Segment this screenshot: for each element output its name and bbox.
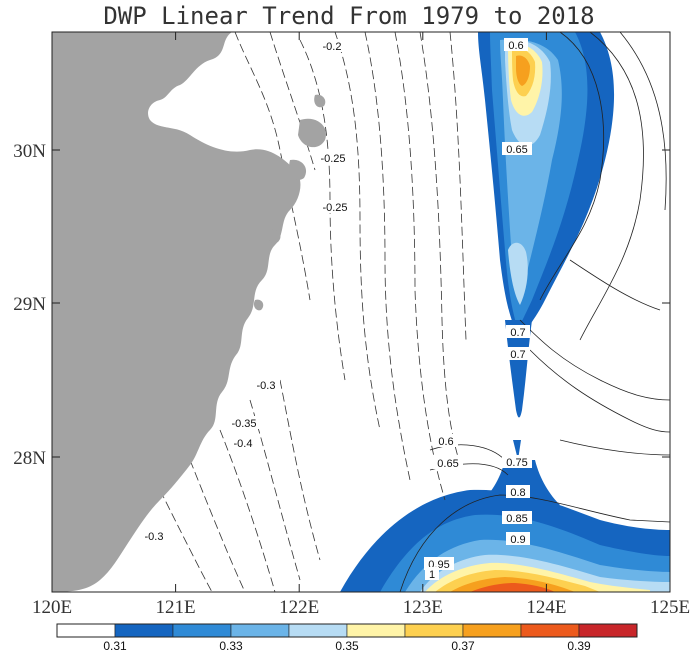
contour-label: -0.3 (140, 529, 168, 543)
colorbar-swatch (578, 623, 638, 638)
contour-label: -0.3 (252, 378, 280, 392)
x-tick-label: 120E (32, 597, 72, 618)
colorbar-swatch (114, 623, 174, 638)
negative-contours (159, 32, 467, 592)
y-tick-label: 29N (13, 294, 46, 315)
southeast-warm-band (340, 489, 670, 592)
x-tick-label: 123E (403, 597, 443, 618)
svg-text:0.75: 0.75 (506, 457, 527, 469)
svg-text:1: 1 (429, 569, 435, 581)
svg-text:-0.35: -0.35 (231, 418, 256, 430)
y-tick-label: 28N (13, 448, 46, 469)
contour-label: -0.35 (227, 416, 261, 430)
colorbar-label: 0.35 (335, 639, 359, 653)
y-tick-label: 30N (13, 141, 46, 162)
colorbar-label: 0.33 (219, 639, 243, 653)
svg-text:-0.2: -0.2 (323, 41, 342, 53)
svg-text:-0.4: -0.4 (234, 438, 253, 450)
colorbar-swatch (462, 623, 522, 638)
colorbar-label: 0.39 (567, 639, 591, 653)
contour-label: 0.6 (504, 38, 528, 52)
contour-label: 0.8 (506, 485, 530, 499)
x-axis-labels: 120E 121E 122E 123E 124E 125E (32, 597, 690, 618)
svg-text:0.9: 0.9 (510, 534, 525, 546)
svg-text:0.6: 0.6 (438, 436, 453, 448)
colorbar-swatches (56, 623, 638, 638)
colorbar-swatch (404, 623, 464, 638)
colorbar-swatch (56, 623, 116, 638)
islands (253, 94, 326, 311)
contour-label: -0.4 (229, 436, 257, 450)
svg-text:0.65: 0.65 (506, 144, 527, 156)
contour-label: 0.85 (502, 511, 532, 525)
colorbar-swatch (520, 623, 580, 638)
svg-text:0.8: 0.8 (510, 487, 525, 499)
svg-text:0.6: 0.6 (508, 40, 523, 52)
svg-text:-0.3: -0.3 (257, 380, 276, 392)
svg-text:0.85: 0.85 (506, 513, 527, 525)
north-south-band (478, 32, 615, 505)
contour-label: -0.2 (318, 39, 346, 53)
x-tick-label: 124E (526, 597, 566, 618)
svg-text:-0.25: -0.25 (320, 153, 345, 165)
x-tick-label: 121E (156, 597, 196, 618)
contour-label: 0.9 (506, 532, 530, 546)
map-title: DWP Linear Trend From 1979 to 2018 (103, 2, 594, 30)
plot-frame (51, 31, 671, 593)
svg-text:0.65: 0.65 (437, 458, 458, 470)
contour-label: 0.7 (506, 325, 530, 339)
svg-text:-0.3: -0.3 (145, 531, 164, 543)
colorbar: 0.31 0.33 0.35 0.37 0.39 (56, 623, 638, 653)
contour-label: 0.7 (506, 347, 530, 361)
colorbar-swatch (230, 623, 290, 638)
contour-label: -0.25 (316, 151, 350, 165)
svg-text:0.7: 0.7 (510, 349, 525, 361)
contour-label: 0.65 (502, 142, 532, 156)
contour-label: -0.25 (318, 200, 352, 214)
land-mass (52, 32, 301, 592)
contour-label: 1 (425, 567, 439, 581)
y-axis-labels: 30N 29N 28N (13, 141, 46, 469)
svg-text:-0.25: -0.25 (322, 202, 347, 214)
contour-label: 0.75 (502, 455, 532, 469)
axis-tick-marks (52, 32, 670, 592)
contour-label: 0.6 (434, 434, 458, 448)
colorbar-label: 0.37 (451, 639, 475, 653)
contour-labels: -0.2 -0.25 -0.25 -0.3 -0.35 -0.4 -0.3 0.… (140, 38, 532, 581)
colorbar-label: 0.31 (103, 639, 127, 653)
colorbar-swatch (288, 623, 348, 638)
contour-label: 0.65 (433, 456, 463, 470)
svg-text:0.7: 0.7 (510, 327, 525, 339)
x-tick-label: 122E (279, 597, 319, 618)
colorbar-swatch (346, 623, 406, 638)
colorbar-swatch (172, 623, 232, 638)
positive-contours (399, 32, 670, 592)
x-tick-label: 125E (650, 597, 690, 618)
plot-area: -0.2 -0.25 -0.25 -0.3 -0.35 -0.4 -0.3 0.… (52, 32, 670, 592)
